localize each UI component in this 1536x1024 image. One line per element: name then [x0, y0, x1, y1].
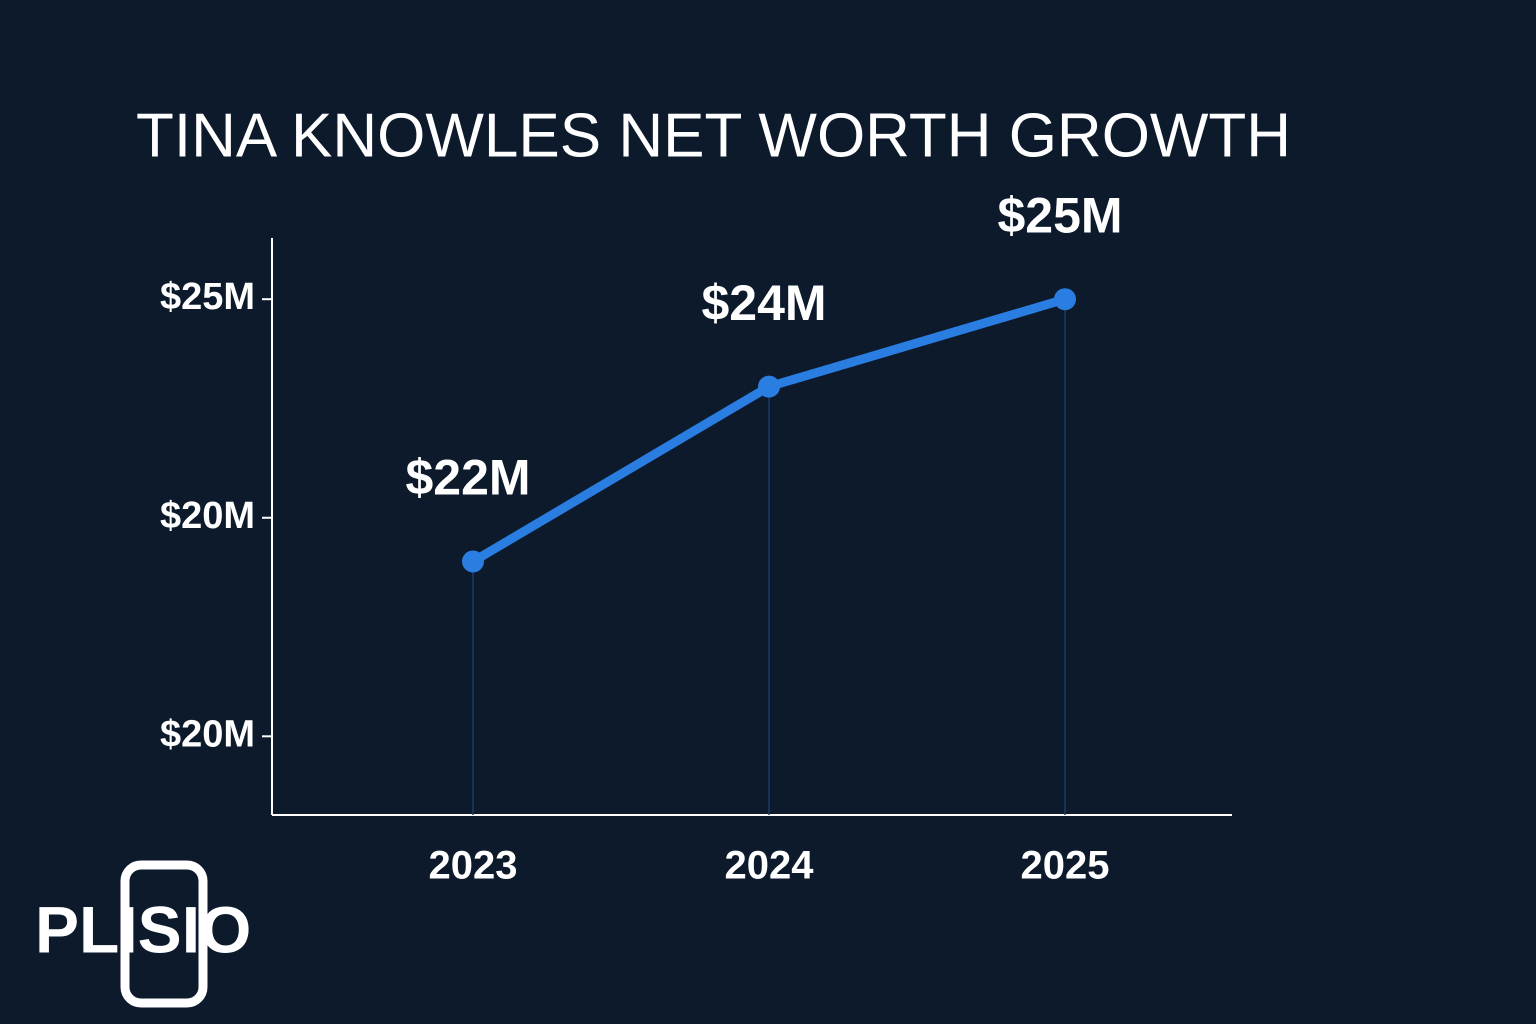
- x-tick-label: 2023: [429, 844, 518, 888]
- point: [462, 550, 484, 573]
- x-tick-label: 2025: [1021, 844, 1110, 888]
- x-tick-label: 2024: [725, 844, 815, 888]
- data-label: $22M: [405, 450, 530, 506]
- chart-title: TINA KNOWLES NET WORTH GROWTH: [136, 101, 1291, 170]
- data-label: $24M: [701, 275, 826, 331]
- point: [1054, 288, 1076, 311]
- logo: PLISIO: [35, 892, 251, 966]
- y-tick-label: $20M: [160, 713, 255, 755]
- logo-frame: [120, 860, 208, 1008]
- data-label: $25M: [997, 187, 1122, 243]
- point: [758, 375, 780, 398]
- y-tick-label: $25M: [160, 276, 255, 318]
- y-tick-label: $20M: [160, 495, 255, 537]
